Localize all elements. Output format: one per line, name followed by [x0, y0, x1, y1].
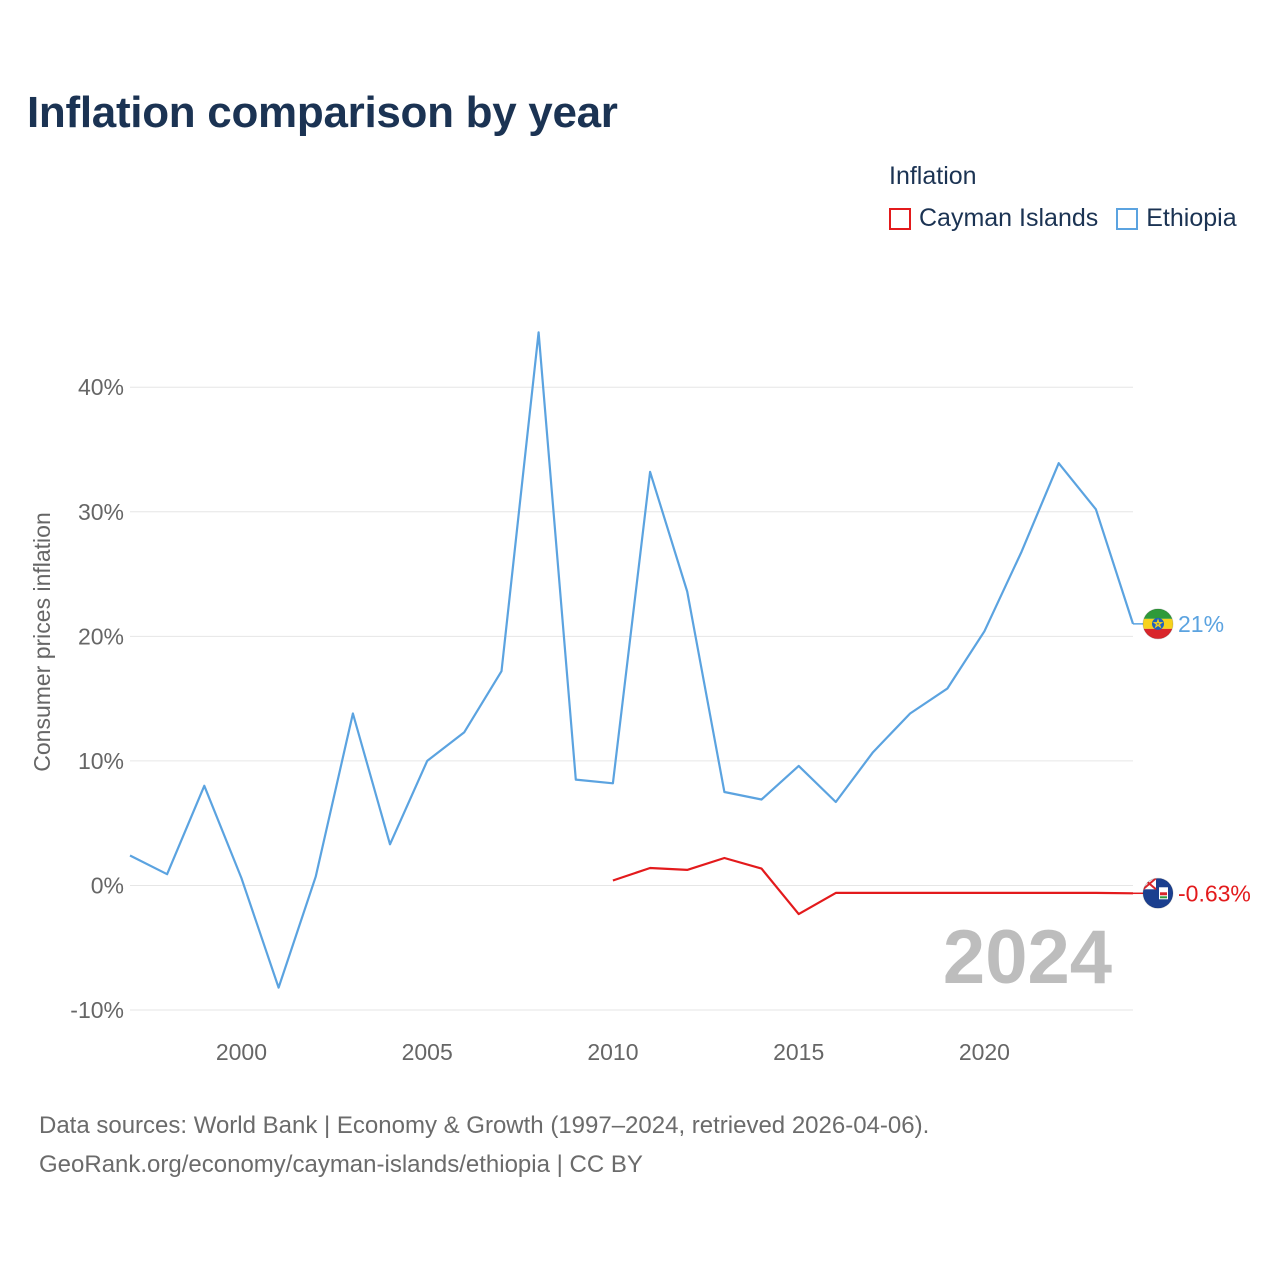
footer-link[interactable]: GeoRank.org/economy/cayman-islands/ethio… — [39, 1151, 643, 1178]
series-line-ethiopia — [129, 331, 1135, 989]
x-tick-label: 2000 — [216, 1039, 267, 1065]
y-tick-label: 0% — [91, 872, 124, 898]
y-tick-label: 10% — [78, 748, 124, 774]
footer-sources: Data sources: World Bank | Economy & Gro… — [39, 1112, 930, 1139]
series-line-cayman-islands — [612, 856, 1134, 916]
legend-swatch-cayman-islands — [889, 207, 911, 230]
y-tick-label: 40% — [78, 374, 124, 400]
end-value-label-ethiopia: 21% — [1178, 611, 1224, 637]
ethiopia-flag-icon — [1143, 608, 1173, 639]
end-value-label-cayman-islands: -0.63% — [1178, 880, 1251, 906]
legend-label-ethiopia: Ethiopia — [1146, 204, 1237, 232]
year-watermark: 2024 — [943, 915, 1112, 1000]
legend-label-cayman-islands: Cayman Islands — [919, 204, 1099, 232]
legend-title: Inflation — [889, 162, 977, 190]
cayman-islands-flag-icon — [1143, 878, 1173, 909]
x-tick-label: 2005 — [402, 1039, 453, 1065]
legend-swatch-ethiopia — [1116, 207, 1139, 230]
legend: Cayman Islands Ethiopia — [889, 204, 1255, 233]
legend-item-cayman-islands[interactable]: Cayman Islands — [889, 204, 1098, 233]
y-tick-label: 20% — [78, 623, 124, 649]
series-lines — [129, 331, 1135, 989]
end-markers: -0.63% 21% — [1133, 608, 1251, 909]
x-tick-label: 2020 — [959, 1039, 1010, 1065]
line-chart: -10%0%10%20%30%40% 2000 2005 2010 2015 2020 … — [29, 331, 1251, 1065]
x-tick-label: 2010 — [587, 1039, 638, 1065]
y-tick-label: -10% — [70, 997, 124, 1023]
x-axis-ticks: 2000 2005 2010 2015 2020 — [216, 1039, 1010, 1065]
x-tick-label: 2015 — [773, 1039, 824, 1065]
y-tick-label: 30% — [78, 499, 124, 525]
y-axis-ticks: -10% 0% 10% 20% 30% 40% — [70, 374, 124, 1023]
footer: Data sources: World Bank | Economy & Gro… — [39, 1106, 929, 1184]
legend-item-ethiopia[interactable]: Ethiopia — [1116, 204, 1237, 233]
y-axis-label: Consumer prices inflation — [29, 512, 55, 772]
chart-title: Inflation comparison by year — [27, 88, 618, 137]
